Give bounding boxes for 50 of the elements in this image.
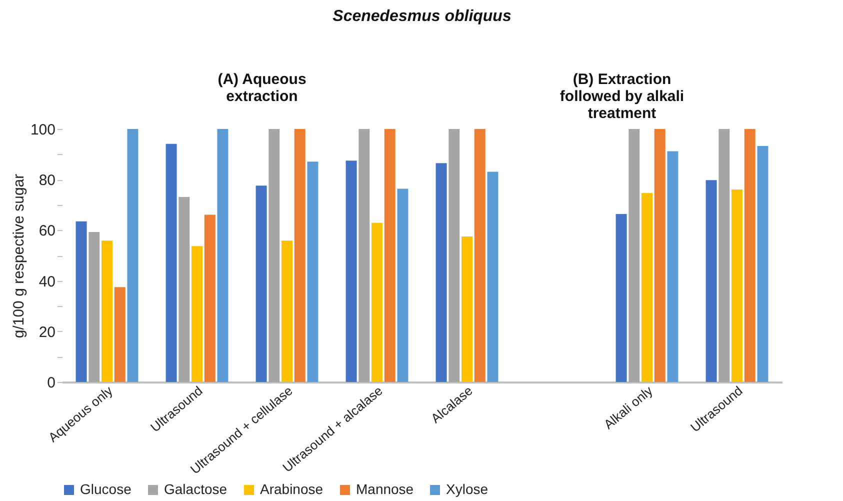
text: (A) Aqueous extraction	[218, 71, 306, 105]
y-axis-title: g/100 g respective sugar	[10, 174, 28, 338]
bar	[346, 160, 357, 382]
y-tick-label: 60	[38, 222, 56, 240]
bar	[448, 129, 460, 382]
bar	[642, 193, 652, 382]
bar	[654, 129, 666, 382]
text: (B) Extraction followed by alkali treatment	[560, 71, 684, 122]
bar	[462, 236, 472, 382]
bar	[436, 163, 447, 382]
y-tick-label: 0	[47, 374, 56, 392]
bar	[757, 146, 768, 382]
y-tick-label: 20	[38, 324, 56, 341]
legend-label: Mannose	[356, 481, 414, 497]
bar	[256, 186, 267, 382]
bar	[204, 214, 216, 382]
bar	[628, 129, 640, 382]
bar	[282, 240, 292, 382]
bar	[718, 129, 730, 382]
bar	[616, 214, 627, 382]
bar	[268, 129, 280, 382]
bar	[744, 129, 756, 382]
chart-title: Scenedesmus obliquus	[332, 8, 512, 25]
bar	[487, 172, 498, 382]
bar	[358, 129, 370, 382]
bar	[384, 129, 396, 382]
bar	[217, 129, 228, 382]
bar	[294, 129, 306, 382]
bar	[76, 221, 87, 382]
legend-label: Galactose	[164, 481, 228, 497]
bar	[706, 180, 717, 382]
bar	[732, 189, 742, 382]
bar	[667, 151, 678, 382]
legend-label: Xylose	[446, 481, 488, 497]
bar	[178, 197, 190, 382]
y-tick-label: 100	[30, 122, 56, 138]
bar	[397, 188, 408, 382]
legend-label: Glucose	[80, 481, 132, 497]
bar	[114, 287, 126, 382]
legend-label: Arabinose	[260, 481, 324, 497]
bar	[192, 246, 202, 382]
bar	[166, 144, 177, 382]
bar	[307, 162, 318, 382]
y-tick-label: 40	[38, 273, 56, 290]
bar	[102, 240, 112, 382]
bar	[474, 129, 486, 382]
y-tick-label: 80	[38, 172, 56, 190]
bar	[127, 129, 138, 382]
bar	[372, 222, 382, 382]
bar	[88, 232, 100, 382]
